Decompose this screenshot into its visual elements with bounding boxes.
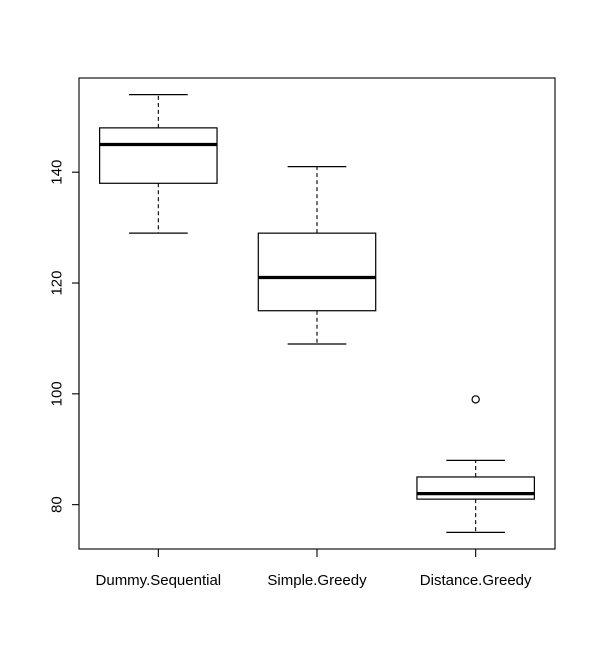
y-axis: 80 100 120 140 — [48, 160, 79, 513]
box-dummy-sequential — [100, 95, 217, 234]
iqr-box — [258, 233, 375, 311]
x-tick-label: Dummy.Sequential — [96, 572, 222, 589]
iqr-box — [417, 477, 534, 499]
y-tick-label: 100 — [48, 381, 65, 406]
x-tick-label: Distance.Greedy — [420, 572, 532, 589]
x-tick-label: Simple.Greedy — [267, 572, 367, 589]
box-distance-greedy — [417, 396, 534, 533]
iqr-box — [100, 128, 217, 183]
y-tick-label: 80 — [48, 496, 65, 513]
outlier-point — [472, 396, 479, 403]
boxes-group — [100, 95, 535, 533]
box-simple-greedy — [258, 167, 375, 344]
y-tick-label: 120 — [48, 271, 65, 296]
x-axis: Dummy.Sequential Simple.Greedy Distance.Gr… — [96, 549, 533, 589]
y-tick-label: 140 — [48, 160, 65, 185]
